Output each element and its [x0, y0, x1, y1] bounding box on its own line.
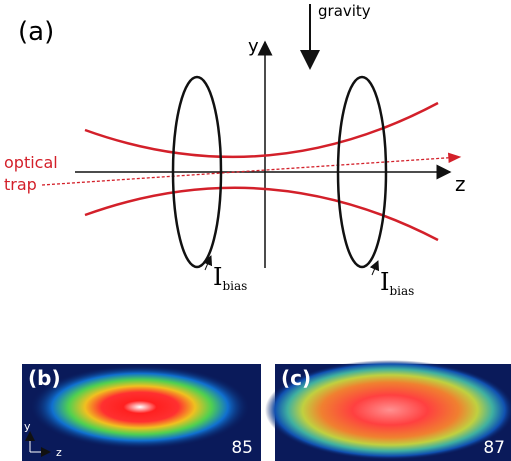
trap-label: trap: [4, 175, 37, 194]
coil-label: Ibias: [213, 263, 247, 293]
subscript: bias: [389, 284, 414, 298]
trap-label: optical: [4, 153, 58, 172]
z-label: z: [56, 446, 62, 459]
current-arrow: [372, 261, 378, 275]
subscript: bias: [222, 279, 247, 293]
atom-cloud: [30, 365, 250, 449]
z-axis-label: z: [455, 172, 466, 196]
shot-number: 85: [231, 438, 253, 458]
coil-label: Ibias: [380, 268, 414, 298]
panel-label: (a): [18, 17, 54, 47]
symbol: I: [213, 263, 222, 291]
trap-axis: [42, 157, 460, 185]
shot-number: 87: [483, 438, 505, 458]
figure: (a) gravity y z optical trap Ibias Ibias…: [0, 0, 511, 461]
y-label: y: [24, 420, 31, 433]
y-axis-label: y: [248, 36, 259, 57]
panel-label: (c): [281, 366, 311, 390]
gravity-label: gravity: [318, 2, 371, 20]
panel-label: (b): [28, 366, 61, 390]
symbol: I: [380, 268, 389, 296]
